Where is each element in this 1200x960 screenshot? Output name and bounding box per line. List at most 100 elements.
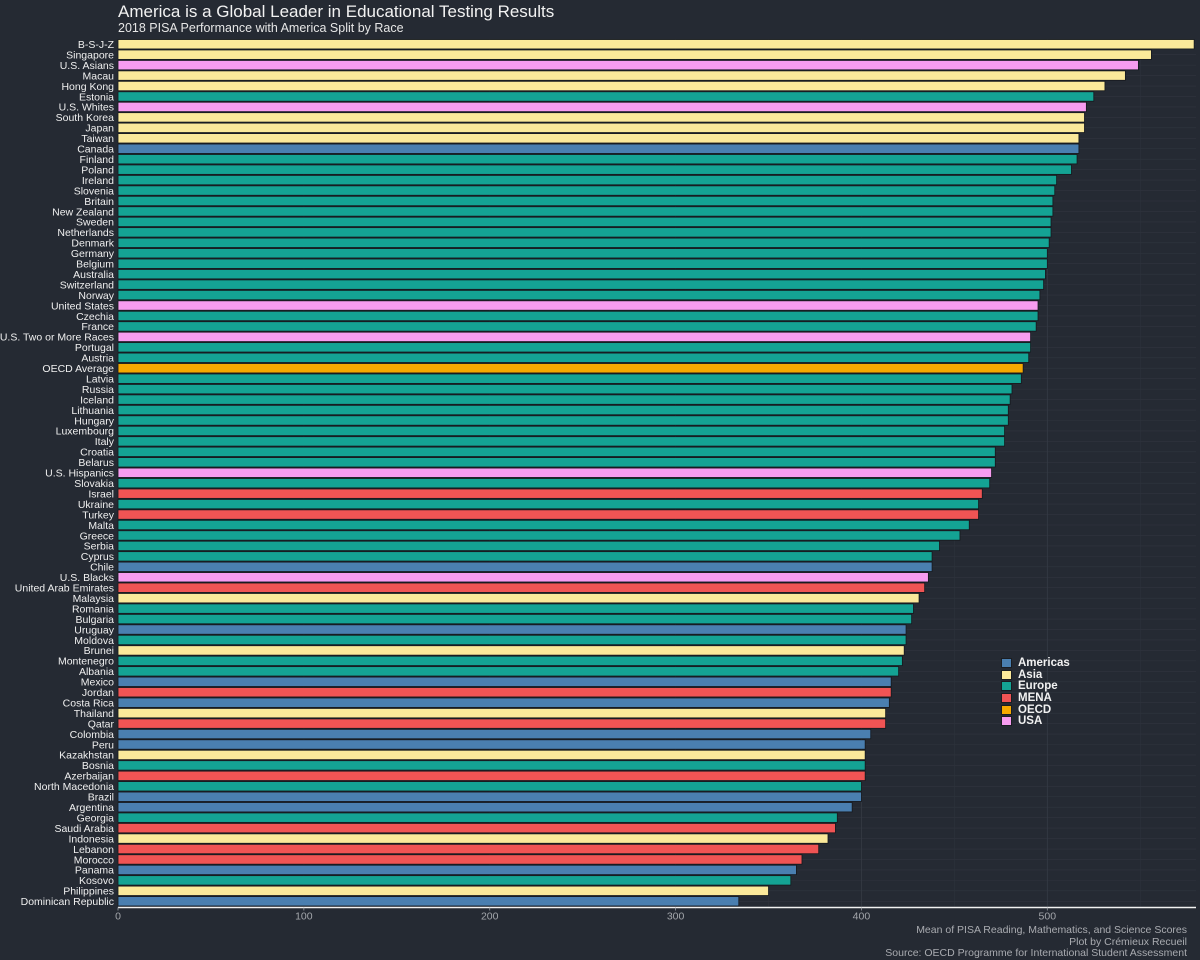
legend-label: Asia	[1018, 668, 1043, 681]
bar	[117, 666, 900, 677]
bar	[117, 60, 1139, 71]
bar	[117, 49, 1152, 60]
chart-title: America is a Global Leader in Educationa…	[118, 2, 555, 21]
bar	[117, 530, 961, 541]
legend: Americas Asia Europe MENA OECD USA	[1001, 657, 1070, 727]
category-label: Bulgaria	[75, 614, 114, 626]
category-label: South Korea	[56, 112, 115, 124]
bar	[117, 363, 1024, 374]
category-label: Sweden	[76, 217, 114, 229]
category-label: Jordan	[82, 687, 114, 699]
bar	[117, 101, 1087, 113]
bar	[117, 781, 862, 792]
category-label: Bosnia	[82, 760, 114, 772]
bar	[117, 70, 1126, 81]
bar	[117, 791, 862, 802]
category-label: Mexico	[81, 677, 114, 689]
bar	[117, 436, 1005, 447]
bar	[117, 404, 1009, 416]
bar	[117, 687, 892, 698]
legend-label: Europe	[1018, 680, 1058, 693]
category-label: Iceland	[80, 394, 114, 406]
category-label: Germany	[71, 248, 115, 260]
category-label: Norway	[78, 290, 114, 302]
category-label: Ireland	[82, 175, 114, 187]
category-label: U.S. Hispanics	[45, 468, 114, 480]
bar	[117, 540, 940, 552]
category-label: Albania	[79, 666, 114, 678]
legend-swatch	[1001, 681, 1012, 692]
bar	[117, 885, 769, 896]
bar	[117, 174, 1058, 186]
bar	[117, 143, 1080, 154]
bar	[117, 812, 838, 823]
category-label: Ukraine	[78, 499, 114, 511]
category-label: U.S. Blacks	[60, 572, 114, 584]
bar	[117, 728, 872, 740]
category-label: Saudi Arabia	[54, 823, 114, 835]
bar	[117, 227, 1052, 238]
category-label: Brunei	[84, 645, 114, 657]
category-label: Lebanon	[73, 844, 114, 856]
category-label: Serbia	[84, 541, 115, 553]
legend-swatch	[1001, 704, 1012, 715]
bar	[117, 216, 1052, 228]
caption: Mean of PISA Reading, Mathematics, and S…	[885, 924, 1187, 960]
category-label: Panama	[75, 865, 114, 877]
bar	[117, 572, 929, 583]
bar	[117, 39, 1195, 50]
category-label: Dominican Republic	[21, 896, 114, 908]
bar	[117, 310, 1039, 322]
bar	[117, 739, 866, 750]
category-label: Estonia	[79, 91, 114, 103]
bar	[117, 478, 991, 489]
bar	[117, 185, 1056, 196]
bar	[117, 415, 1009, 426]
category-label: Finland	[80, 154, 115, 166]
legend-item: MENA	[1001, 692, 1070, 704]
bar	[117, 896, 740, 907]
bars	[117, 39, 1195, 907]
x-tick-label: 200	[481, 911, 499, 923]
bar	[117, 760, 866, 771]
bar	[117, 164, 1072, 175]
category-label: Brazil	[88, 792, 114, 804]
category-label: Malaysia	[73, 593, 115, 605]
category-label: New Zealand	[52, 206, 114, 218]
category-label: Uruguay	[74, 624, 114, 636]
category-label: Belgium	[76, 259, 114, 271]
category-label: Hungary	[74, 415, 114, 427]
bar	[117, 446, 996, 457]
bar	[117, 624, 907, 635]
category-label: Peru	[92, 739, 114, 751]
category-label: Lithuania	[71, 405, 114, 417]
category-label: Kazakhstan	[59, 750, 114, 762]
category-label: Macau	[82, 70, 114, 82]
bar	[117, 843, 820, 855]
bar	[117, 80, 1106, 92]
category-label: United Arab Emirates	[15, 583, 114, 595]
x-tick-label: 400	[853, 911, 871, 923]
x-axis: 0 100 200 300 400 500	[115, 906, 1196, 923]
caption-line-measure: Mean of PISA Reading, Mathematics, and S…	[916, 924, 1187, 936]
category-label: Malta	[88, 520, 114, 532]
bar	[117, 864, 797, 876]
bar	[117, 561, 933, 572]
bar	[117, 519, 970, 531]
caption-line-source: Source: OECD Programme for International…	[885, 947, 1187, 959]
bar	[117, 112, 1085, 123]
x-tick-label: 500	[1039, 911, 1057, 923]
category-label: Thailand	[74, 708, 114, 720]
bar	[117, 499, 979, 510]
chart-subtitle: 2018 PISA Performance with America Split…	[118, 21, 404, 35]
category-label: Taiwan	[81, 133, 114, 145]
category-label: U.S. Two or More Races	[0, 332, 114, 344]
category-label: Russia	[82, 384, 114, 396]
bar	[117, 582, 926, 593]
category-label: United States	[51, 300, 114, 312]
category-label: Indonesia	[68, 833, 114, 845]
category-label: France	[81, 321, 114, 333]
category-label: Israel	[88, 488, 114, 500]
bar	[117, 352, 1030, 363]
